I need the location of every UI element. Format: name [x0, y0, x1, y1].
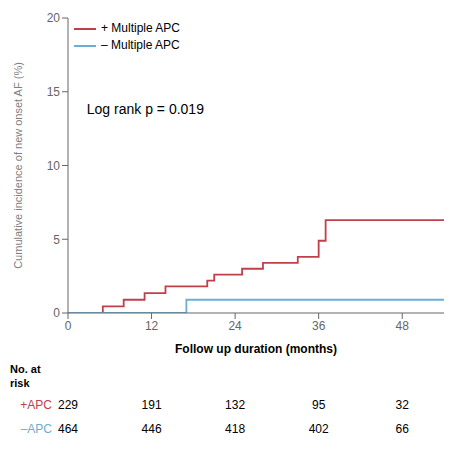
html-text:132: 132	[225, 398, 246, 412]
html-text:+ Multiple APC: + Multiple APC	[101, 21, 180, 35]
svg-text:36: 36	[312, 319, 326, 333]
svg-text:48: 48	[396, 319, 410, 333]
html-text:229: 229	[58, 398, 78, 412]
html-text:191: 191	[141, 398, 162, 412]
svg-text:Cumulative incidence of new on: Cumulative incidence of new onset AF (%)	[12, 62, 24, 269]
html-text:66: 66	[395, 422, 409, 436]
html-text:risk: risk	[10, 377, 30, 389]
html-text:446: 446	[141, 422, 162, 436]
html-text:Log rank p = 0.019: Log rank p = 0.019	[86, 100, 204, 117]
html-text:32: 32	[395, 398, 409, 412]
svg-text:10: 10	[47, 159, 61, 173]
svg-text:0: 0	[53, 306, 60, 320]
html-text:– Multiple APC: – Multiple APC	[101, 38, 180, 52]
svg-text:20: 20	[47, 11, 61, 25]
svg-text:24: 24	[228, 319, 242, 333]
svg-text:5: 5	[53, 233, 60, 247]
html-text:–APC: –APC	[20, 422, 52, 436]
svg-text:12: 12	[145, 319, 159, 333]
svg-text:0: 0	[65, 319, 72, 333]
html-text:402: 402	[308, 422, 329, 436]
html-text:Follow up duration (months): Follow up duration (months)	[175, 342, 337, 356]
html-text:418: 418	[225, 422, 246, 436]
html-text:95: 95	[312, 398, 326, 412]
html-text:No. at: No. at	[10, 363, 41, 375]
html-text:464: 464	[58, 422, 78, 436]
html-text:+APC: +APC	[20, 398, 52, 412]
svg-text:15: 15	[47, 85, 61, 99]
